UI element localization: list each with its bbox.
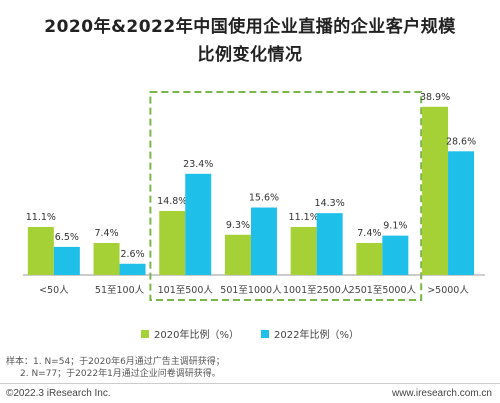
chart-legend: 2020年比例（%） 2022年比例（%） <box>0 326 500 341</box>
data-label-2022-4: 14.3% <box>315 198 345 209</box>
bar-2020-4 <box>290 226 317 275</box>
bar-2022-1 <box>119 263 146 275</box>
highlight-box <box>149 91 423 301</box>
category-label-5: 2501至5000人 <box>349 285 417 296</box>
data-label-2020-0: 11.1% <box>26 212 56 223</box>
bar-2022-0 <box>53 246 80 275</box>
bar-2020-5 <box>356 242 383 275</box>
bar-2020-3 <box>224 234 251 275</box>
legend-item-2022: 2022年比例（%） <box>261 326 359 341</box>
bar-2022-3 <box>250 207 277 275</box>
legend-swatch-2022 <box>261 329 269 338</box>
data-label-2020-2: 14.8% <box>157 196 187 207</box>
category-label-4: 1001至2500人 <box>283 285 351 296</box>
sample-note-1: 样本：1. N=54；于2020年6月通过广告主调研获得； <box>6 357 225 367</box>
data-label-2022-5: 9.1% <box>383 221 407 232</box>
legend-label-2022: 2022年比例（%） <box>274 330 359 341</box>
bar-2022-5 <box>382 235 409 275</box>
website-url: www.iresearch.com.cn <box>391 388 492 399</box>
data-label-2022-1: 2.6% <box>120 249 144 260</box>
bar-2020-0 <box>27 226 54 275</box>
legend-swatch-2020 <box>141 329 150 338</box>
category-label-2: 101至500人 <box>158 285 214 296</box>
category-label-1: 51至100人 <box>95 285 145 296</box>
chart-title-line1: 2020年&2022年中国使用企业直播的企业客户规模 <box>44 17 456 37</box>
data-label-2022-2: 23.4% <box>183 159 213 170</box>
footer-divider <box>0 383 500 384</box>
data-label-2020-4: 11.1% <box>289 212 319 223</box>
bar-2022-6 <box>448 151 475 275</box>
sample-note-2: 2. N=77；于2022年1月通过企业问卷调研获得。 <box>20 369 221 379</box>
bar-2022-2 <box>185 173 212 275</box>
data-label-2022-3: 15.6% <box>249 193 279 204</box>
chart-title-line2: 比例变化情况 <box>197 45 303 65</box>
data-label-2020-6: 38.9% <box>420 92 450 103</box>
category-label-0: <50人 <box>39 285 69 296</box>
category-label-3: 501至1000人 <box>220 285 282 296</box>
legend-item-2020: 2020年比例（%） <box>141 326 239 341</box>
bar-2020-2 <box>159 210 186 275</box>
bar-chart: 11.1%6.5%<50人7.4%2.6%51至100人14.8%23.4%10… <box>23 91 485 301</box>
category-label-6: >5000人 <box>427 285 469 296</box>
copyright-text: ©2022.3 iResearch Inc. <box>6 388 111 399</box>
bar-2022-4 <box>316 213 343 275</box>
data-label-2020-5: 7.4% <box>357 228 381 239</box>
data-label-2020-3: 9.3% <box>226 220 250 231</box>
bar-2020-1 <box>93 242 120 275</box>
legend-label-2020: 2020年比例（%） <box>154 330 239 341</box>
data-label-2022-0: 6.5% <box>55 232 79 243</box>
data-label-2022-6: 28.6% <box>446 136 476 147</box>
data-label-2020-1: 7.4% <box>94 228 118 239</box>
bar-2020-6 <box>422 106 449 275</box>
